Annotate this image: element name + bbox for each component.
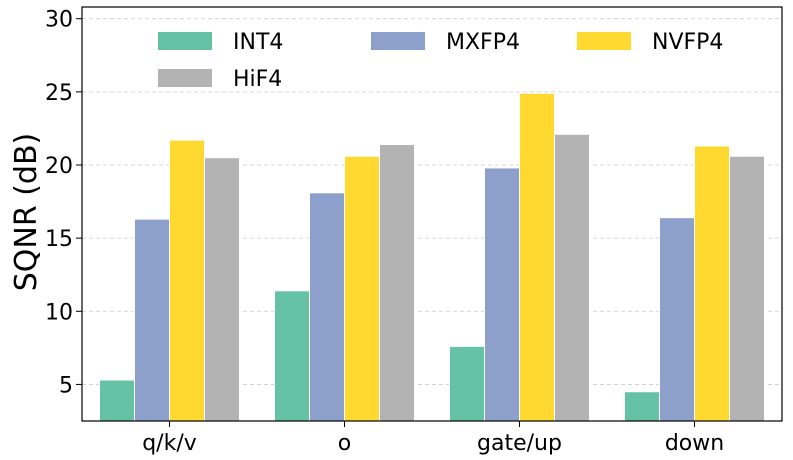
x-tick-label: gate/up <box>477 431 562 456</box>
y-axis-ticks: 5 10 15 20 25 30 <box>45 8 82 398</box>
legend-label-mxfp4: MXFP4 <box>446 30 520 55</box>
bar-int4-2 <box>449 345 485 422</box>
bar-nvfp4-1 <box>344 155 380 422</box>
legend-label-hif4: HiF4 <box>233 67 282 92</box>
legend-swatch-hif4 <box>158 69 212 87</box>
bar-int4-1 <box>274 290 310 422</box>
bars <box>99 92 765 422</box>
bar-hif4-0 <box>204 157 240 422</box>
x-tick-label: down <box>665 431 724 456</box>
x-axis-ticks: q/k/v o gate/up down <box>142 421 724 456</box>
bar-mxfp4-1 <box>309 192 345 422</box>
y-tick-label: 25 <box>45 81 73 106</box>
legend-swatch-int4 <box>158 32 212 50</box>
bar-mxfp4-0 <box>134 218 170 422</box>
y-tick-label: 15 <box>45 227 73 252</box>
bar-hif4-1 <box>379 144 415 422</box>
legend: INT4 MXFP4 NVFP4 HiF4 <box>158 30 723 92</box>
bar-hif4-3 <box>729 155 765 422</box>
bar-nvfp4-3 <box>694 145 730 422</box>
legend-swatch-mxfp4 <box>371 32 425 50</box>
legend-label-nvfp4: NVFP4 <box>652 30 723 55</box>
bar-nvfp4-0 <box>169 139 205 422</box>
y-axis-label: SQNR (dB) <box>9 133 44 292</box>
legend-label-int4: INT4 <box>233 30 283 55</box>
x-tick-label: q/k/v <box>142 431 197 456</box>
legend-swatch-nvfp4 <box>577 32 631 50</box>
bar-int4-0 <box>99 379 135 422</box>
bar-hif4-2 <box>554 133 590 422</box>
y-tick-label: 5 <box>59 373 73 398</box>
plot-frame <box>81 6 783 422</box>
bar-mxfp4-3 <box>659 217 695 422</box>
bar-int4-3 <box>624 391 660 422</box>
y-tick-label: 30 <box>45 8 73 33</box>
bar-mxfp4-2 <box>484 167 520 422</box>
y-tick-label: 20 <box>45 154 73 179</box>
bar-nvfp4-2 <box>519 92 555 422</box>
x-tick-label: o <box>338 431 351 456</box>
y-tick-label: 10 <box>45 300 73 325</box>
